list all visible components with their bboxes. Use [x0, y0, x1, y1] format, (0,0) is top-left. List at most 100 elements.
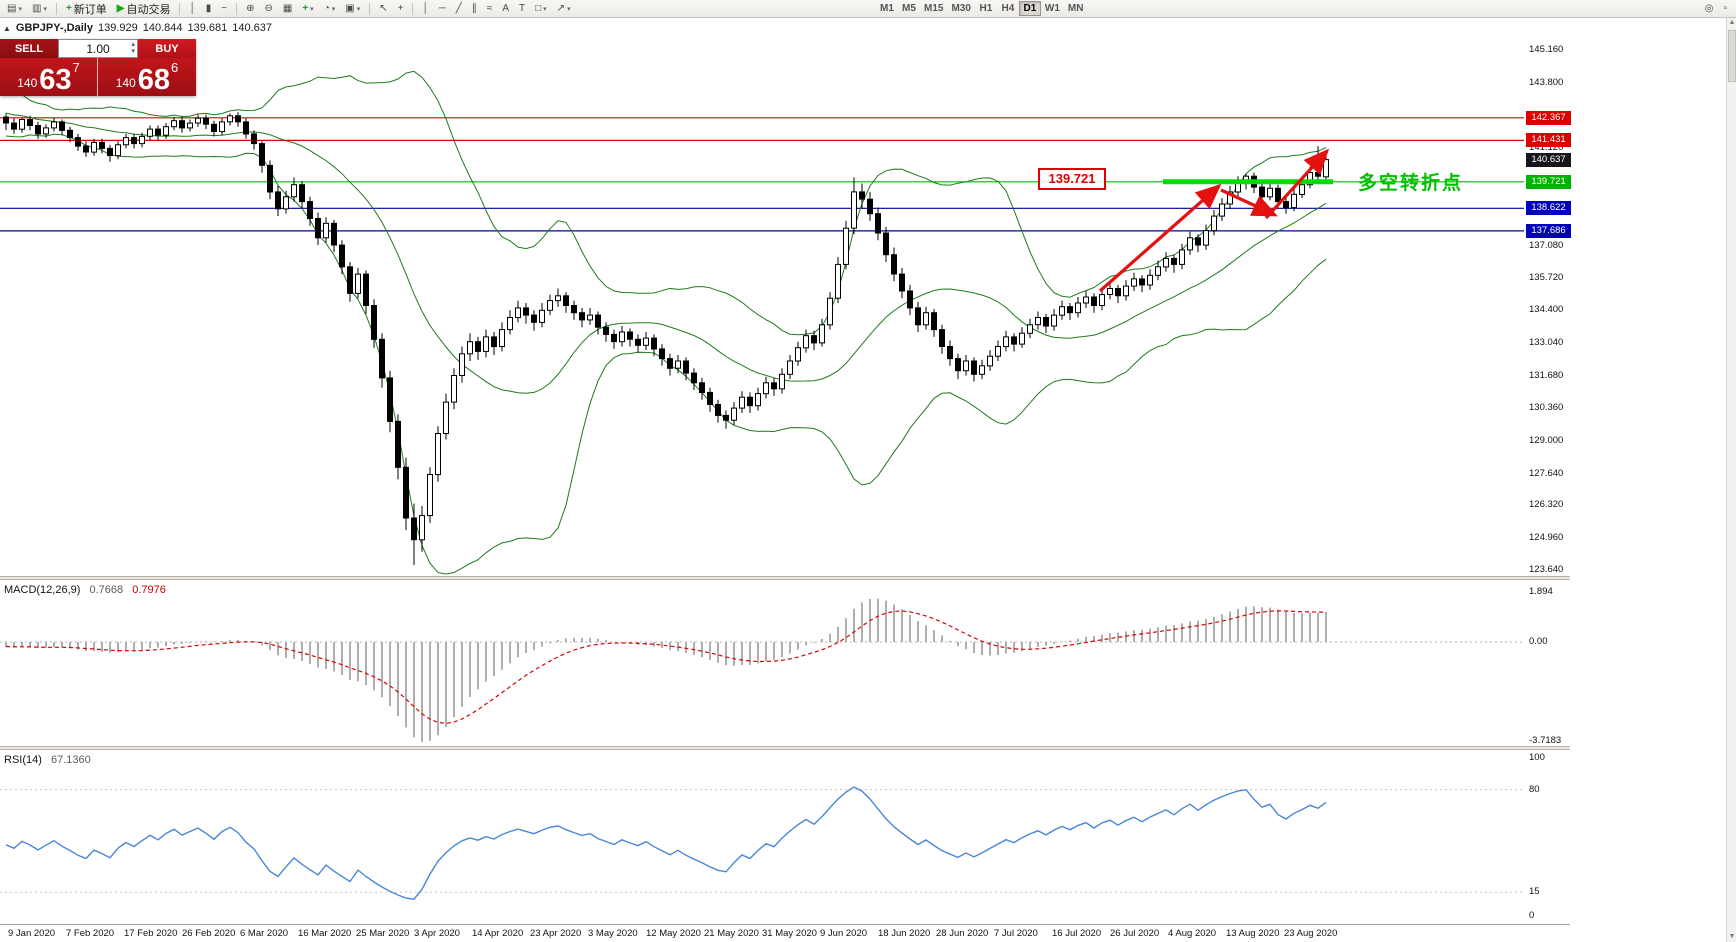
timeframe-h1[interactable]: H1 [975, 1, 997, 16]
main-toolbar: ▤ ▾ ▥ ▾ + 新订单 ▶ 自动交易 │ ▮ ~ ⊕ ⊖ ▦ + ▾ ◔ ▾ ▣ ▾ ↖ + │ ─ ╱ ∥ ≈ A T □ ▾ ↗ ▾ M… [0, 0, 1736, 18]
indicators-button[interactable]: + ▾ [298, 1, 317, 16]
shapes-icon: □ [535, 3, 542, 14]
text-icon: A [502, 3, 509, 14]
macd-axis-label: 0.00 [1529, 636, 1548, 647]
candles-layer [3, 112, 1329, 566]
sell-price-panel[interactable]: 140 63 7 [0, 58, 98, 96]
zoom-out-button[interactable]: ⊖ [260, 1, 276, 16]
price-axis-label: 123.640 [1529, 564, 1564, 576]
auto-trading-button-label: 自动交易 [126, 3, 171, 16]
price-badge: 140.637 [1526, 152, 1571, 167]
tile-windows-button[interactable]: ▦ [279, 1, 296, 16]
bars-chart-button[interactable]: │ [185, 1, 199, 16]
scrollbar-thumb[interactable] [1728, 30, 1736, 82]
text-label-icon: T [519, 3, 526, 14]
price-axis[interactable]: 145.160 143.800 141.120 137.080 135.720 134.4… [1524, 18, 1584, 942]
date-label: 31 May 2020 [762, 928, 817, 939]
search-button[interactable]: ◎ [1701, 1, 1718, 16]
macd-chart[interactable] [0, 580, 1524, 746]
new-order-button[interactable]: + 新订单 [62, 1, 111, 16]
volume-input[interactable]: 1.00 ▴ ▾ [58, 39, 138, 58]
arrows-button[interactable]: ↗ ▾ [553, 1, 575, 16]
pane-splitter[interactable] [0, 746, 1570, 750]
macd-histogram [5, 598, 1327, 742]
vertical-line-icon: │ [422, 3, 429, 14]
date-label: 6 Mar 2020 [240, 928, 289, 939]
date-label: 17 Feb 2020 [124, 928, 178, 939]
stepper-down-icon[interactable]: ▾ [131, 48, 135, 55]
vertical-scrollbar[interactable]: ▲ ▼ [1726, 18, 1736, 942]
periods-button[interactable]: ◔ ▾ [320, 1, 340, 16]
dropdown-arrow-icon: ▾ [567, 5, 571, 13]
timeframe-m15[interactable]: M15 [920, 1, 947, 16]
macd-signal-value: 0.7976 [132, 584, 166, 596]
fibonacci-button[interactable]: ≈ [483, 1, 497, 16]
dropdown-arrow-icon: ▾ [18, 5, 22, 13]
templates-button[interactable]: ▣ ▾ [341, 1, 364, 16]
auto-trading-button[interactable]: ▶ 自动交易 [113, 1, 175, 16]
timeframe-m5[interactable]: M5 [898, 1, 920, 16]
horizontal-line-button[interactable]: ─ [435, 1, 450, 16]
layout-button[interactable]: ▫ [1719, 1, 1731, 16]
line-chart-button[interactable]: ~ [217, 1, 231, 16]
dropdown-arrow-icon: ▾ [310, 5, 314, 13]
price-badge: 137.686 [1526, 223, 1571, 238]
one-click-trading-toggle-icon[interactable]: ▲ [3, 23, 11, 33]
timeframe-h4[interactable]: H4 [997, 1, 1019, 16]
candlestick-chart-button[interactable]: ▮ [202, 1, 216, 16]
date-label: 23 Aug 2020 [1284, 928, 1338, 939]
one-click-trade-panel: SELL 1.00 ▴ ▾ BUY 140 63 7 140 [0, 39, 196, 96]
rsi-chart[interactable] [0, 750, 1524, 924]
crosshair-button[interactable]: + [394, 1, 408, 16]
macd-header: MACD(12,26,9) 0.7668 0.7976 [4, 584, 172, 596]
buy-price-panel[interactable]: 140 68 6 [98, 58, 196, 96]
shapes-button[interactable]: □ ▾ [531, 1, 551, 16]
sell-button[interactable]: SELL [0, 39, 58, 58]
scroll-down-icon[interactable]: ▼ [1728, 933, 1736, 940]
arrows-icon: ↗ [556, 3, 566, 14]
volume-stepper[interactable]: ▴ ▾ [131, 41, 135, 55]
text-label-button[interactable]: T [515, 1, 529, 16]
date-label: 28 Jun 2020 [936, 928, 989, 939]
date-label: 7 Feb 2020 [66, 928, 115, 939]
price-axis-label: 135.720 [1529, 272, 1564, 284]
new-chart-button[interactable]: ▤ ▾ [3, 1, 26, 16]
rsi-axis-label: 15 [1529, 886, 1540, 898]
volume-value: 1.00 [86, 41, 110, 56]
profiles-button[interactable]: ▥ ▾ [28, 1, 51, 16]
zoom-out-icon: ⊖ [264, 3, 273, 14]
candlestick-chart[interactable] [0, 18, 1524, 576]
buy-button[interactable]: BUY [138, 39, 196, 58]
timeframe-w1[interactable]: W1 [1041, 1, 1064, 16]
timeframe-d1[interactable]: D1 [1018, 1, 1041, 16]
price-axis-label: 133.040 [1529, 337, 1564, 349]
date-label: 3 May 2020 [588, 928, 638, 939]
buy-price-prefix: 140 [115, 76, 136, 90]
rsi-title: RSI(14) [4, 754, 42, 766]
turning-point-label: 多空转折点 [1358, 173, 1464, 194]
timeframe-mn[interactable]: MN [1064, 1, 1088, 16]
stepper-up-icon[interactable]: ▴ [131, 41, 135, 48]
ohlc-close: 140.637 [232, 22, 273, 34]
timeframe-m30[interactable]: M30 [947, 1, 974, 16]
channel-button[interactable]: ∥ [468, 1, 481, 16]
toolbar-separator [412, 2, 414, 15]
date-label: 3 Apr 2020 [414, 928, 460, 939]
trendline-button[interactable]: ╱ [452, 1, 466, 16]
vertical-line-button[interactable]: │ [418, 1, 432, 16]
zoom-in-button[interactable]: ⊕ [242, 1, 258, 16]
chart-area[interactable]: ▲ GBPJPY-,Daily 139.929 140.844 139.681 … [0, 18, 1736, 942]
sell-price-prefix: 140 [17, 76, 38, 90]
toolbar-separator [369, 2, 371, 15]
periods-icon: ◔ [323, 3, 330, 14]
pane-splitter[interactable] [0, 576, 1570, 580]
price-badge: 141.431 [1526, 133, 1571, 148]
scroll-up-icon[interactable]: ▲ [1728, 19, 1736, 26]
text-button[interactable]: A [498, 1, 513, 16]
time-axis[interactable]: 9 Jan 2020 7 Feb 2020 17 Feb 2020 26 Feb 20… [0, 924, 1570, 942]
date-label: 26 Jul 2020 [1110, 928, 1160, 939]
timeframe-m1[interactable]: M1 [876, 1, 898, 16]
price-axis-label: 131.680 [1529, 369, 1564, 381]
price-axis-label: 129.000 [1529, 434, 1564, 446]
cursor-button[interactable]: ↖ [375, 1, 391, 16]
